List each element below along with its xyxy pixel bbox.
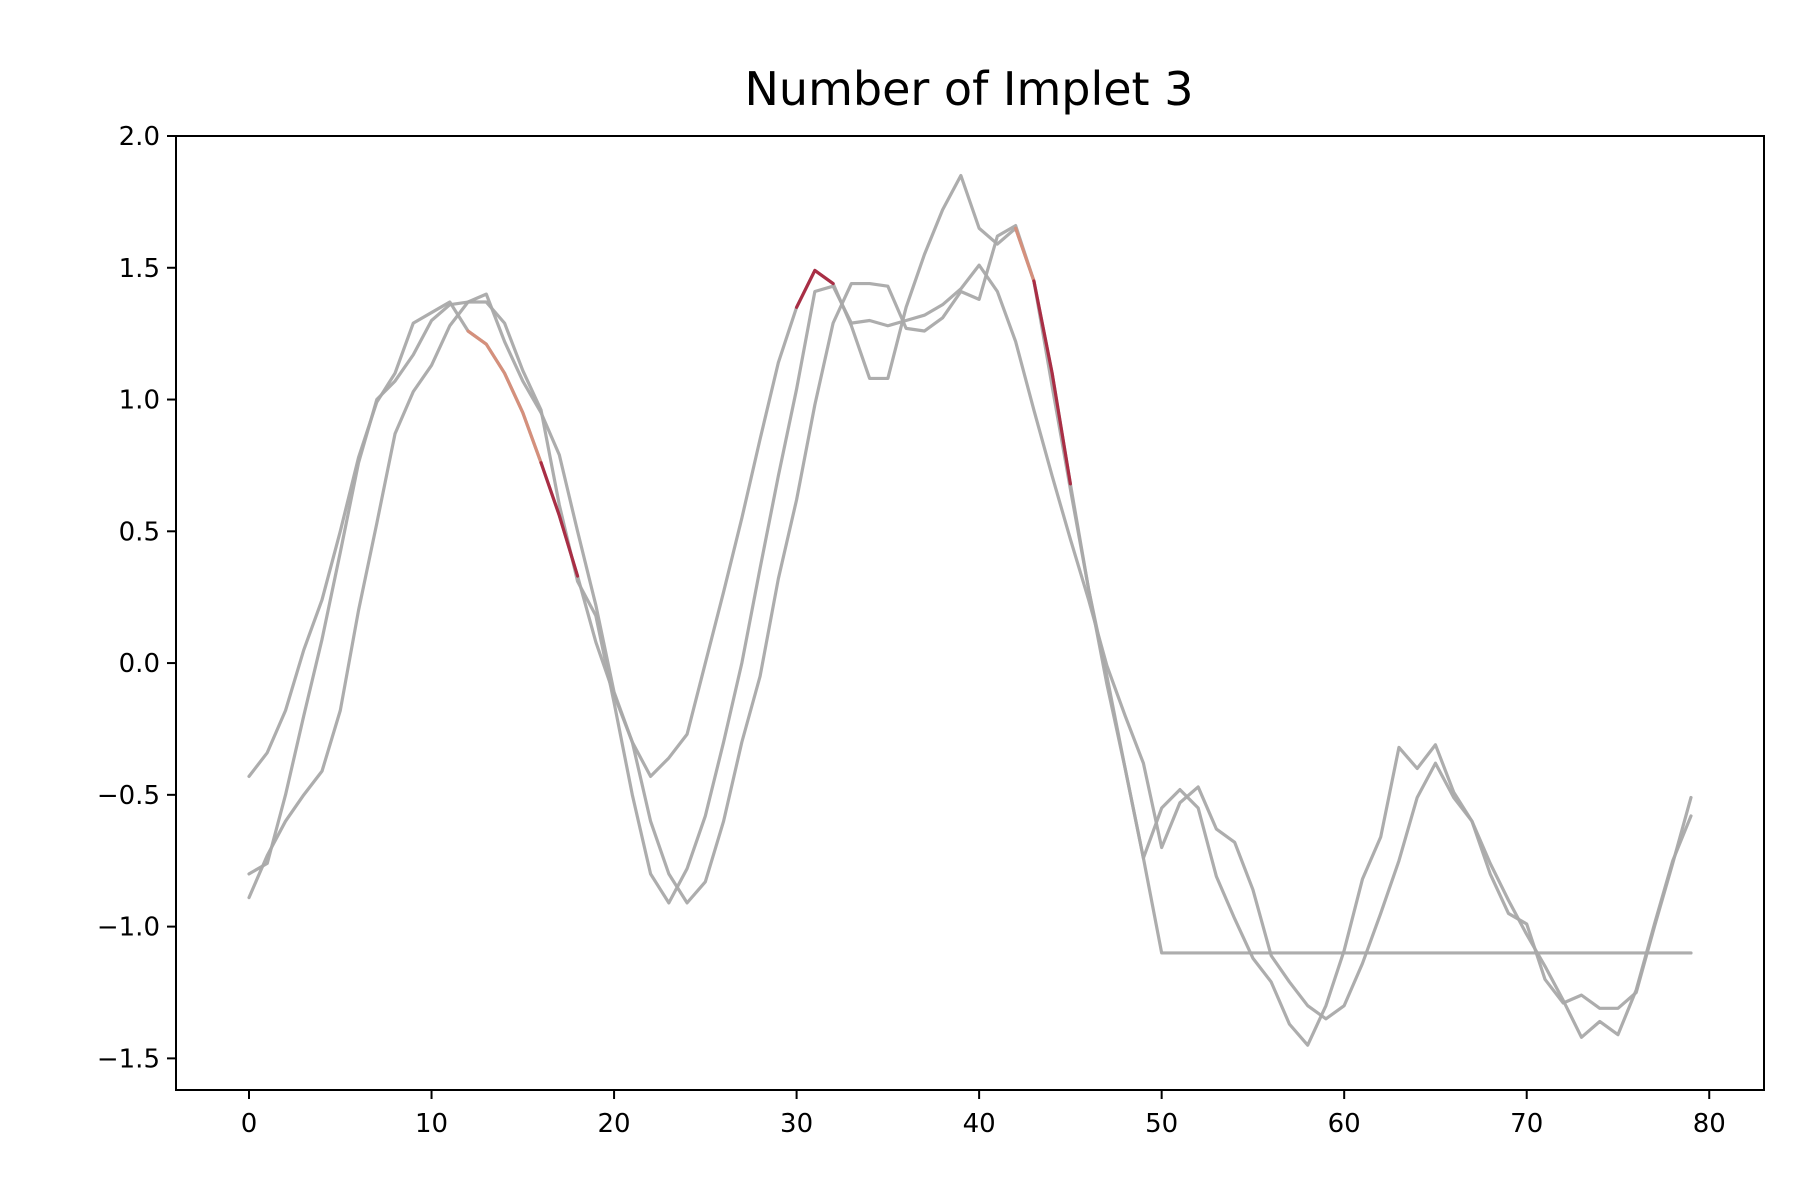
x-tick-label: 80 [1693,1109,1726,1139]
y-tick-label: 1.5 [119,254,160,284]
highlight-segment [1032,279,1072,486]
x-tick-label: 0 [241,1109,258,1139]
highlight-segment [466,329,543,465]
x-axis: 0 10 20 30 40 50 60 70 80 [241,1090,1726,1139]
x-tick-label: 20 [598,1109,631,1139]
y-tick-label: 1.0 [119,386,160,416]
y-tick-label: −1.5 [97,1044,160,1074]
series-line-3 [247,263,1693,1039]
plot-area-frame [175,135,1765,1091]
highlight-segment [1014,226,1036,283]
highlight-segment [539,461,580,578]
x-tick-label: 70 [1510,1109,1543,1139]
y-tick-label: −0.5 [97,781,160,811]
x-tick-label: 40 [963,1109,996,1139]
y-tick-label: −1.0 [97,913,160,943]
chart-title: Number of Implet 3 [745,62,1194,116]
series-line-2 [247,224,1693,1047]
x-tick-label: 10 [415,1109,448,1139]
y-axis: 2.0 1.5 1.0 0.5 0.0 −0.5 −1.0 −1.5 [97,122,176,1074]
y-tick-label: 2.0 [119,122,160,152]
x-tick-label: 60 [1328,1109,1361,1139]
highlight-layer [466,226,1072,578]
x-tick-label: 50 [1145,1109,1178,1139]
y-tick-label: 0.0 [119,649,160,679]
y-tick-label: 0.5 [119,517,160,547]
highlight-segment [794,268,835,309]
x-tick-label: 30 [780,1109,813,1139]
